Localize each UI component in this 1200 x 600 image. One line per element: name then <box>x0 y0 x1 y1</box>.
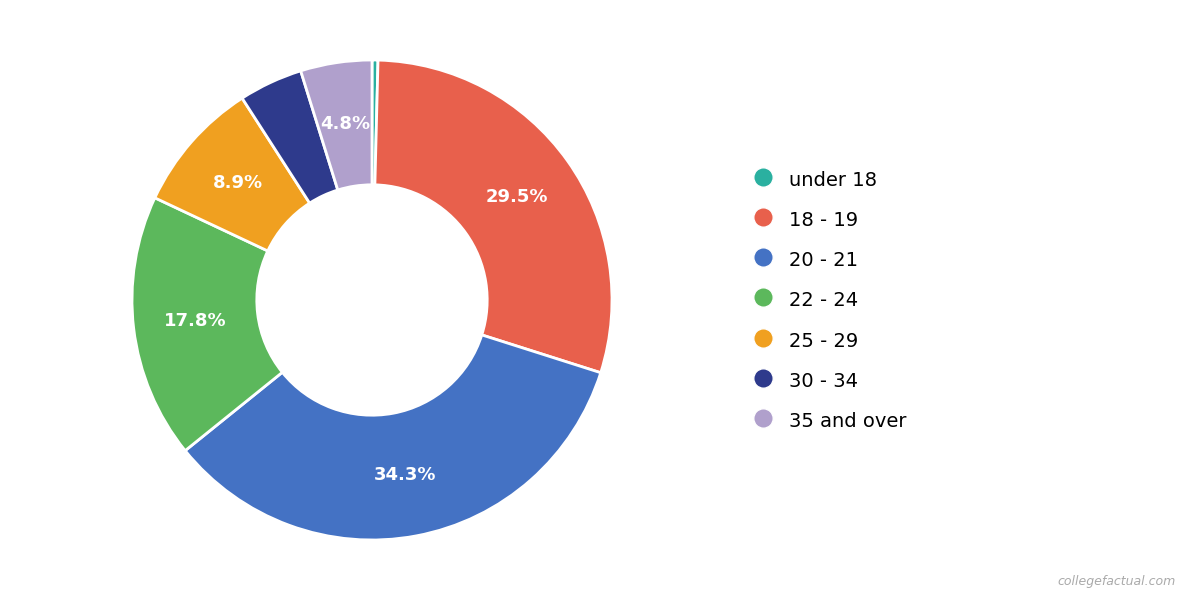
Wedge shape <box>372 60 378 185</box>
Text: 8.9%: 8.9% <box>214 174 264 192</box>
Text: 17.8%: 17.8% <box>164 312 227 330</box>
Legend: under 18, 18 - 19, 20 - 21, 22 - 24, 25 - 29, 30 - 34, 35 and over: under 18, 18 - 19, 20 - 21, 22 - 24, 25 … <box>754 167 906 433</box>
Text: collegefactual.com: collegefactual.com <box>1057 575 1176 588</box>
Text: 34.3%: 34.3% <box>373 466 436 484</box>
Wedge shape <box>374 60 612 373</box>
Wedge shape <box>185 335 601 540</box>
Text: 4.8%: 4.8% <box>320 115 371 133</box>
Wedge shape <box>301 60 372 190</box>
Wedge shape <box>155 98 310 251</box>
Wedge shape <box>132 198 282 451</box>
Wedge shape <box>242 71 337 203</box>
Text: 29.5%: 29.5% <box>486 188 548 206</box>
